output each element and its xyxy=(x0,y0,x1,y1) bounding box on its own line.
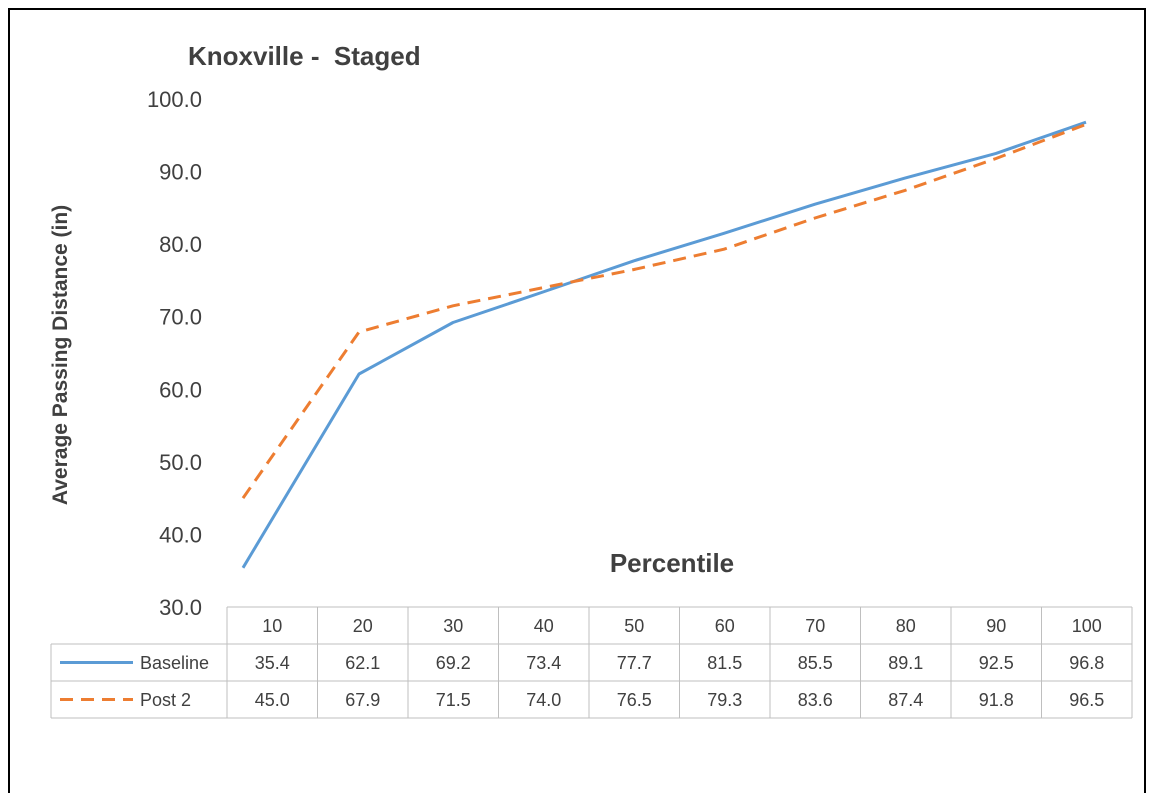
data-table-cell: 67.9 xyxy=(345,690,380,710)
data-table-cell: 92.5 xyxy=(979,653,1014,673)
plot-series xyxy=(241,120,1087,569)
data-table-cell: 87.4 xyxy=(888,690,923,710)
data-table-cell: 71.5 xyxy=(436,690,471,710)
data-table-category-label: 30 xyxy=(443,616,463,636)
data-table-cell: 96.8 xyxy=(1069,653,1104,673)
data-table-category-label: 90 xyxy=(986,616,1006,636)
data-table-row-label: Post 2 xyxy=(140,690,191,710)
y-tick-label: 30.0 xyxy=(159,595,202,620)
data-table-category-label: 40 xyxy=(534,616,554,636)
data-table-cell: 83.6 xyxy=(798,690,833,710)
y-tick-label: 40.0 xyxy=(159,522,202,547)
data-table-cell: 35.4 xyxy=(255,653,290,673)
series-line-baseline xyxy=(241,120,1087,569)
y-tick-label: 60.0 xyxy=(159,377,202,402)
data-table-category-label: 10 xyxy=(262,616,282,636)
data-table-cell: 73.4 xyxy=(526,653,561,673)
chart-frame xyxy=(8,8,1146,793)
data-table-cell: 69.2 xyxy=(436,653,471,673)
data-table-row-label: Baseline xyxy=(140,653,209,673)
data-table-cell: 76.5 xyxy=(617,690,652,710)
data-table-category-label: 50 xyxy=(624,616,644,636)
data-table-cell: 77.7 xyxy=(617,653,652,673)
data-table-cell: 96.5 xyxy=(1069,690,1104,710)
y-tick-label: 50.0 xyxy=(159,450,202,475)
y-tick-label: 100.0 xyxy=(147,87,202,112)
data-table-category-label: 70 xyxy=(805,616,825,636)
data-table-category-label: 100 xyxy=(1072,616,1102,636)
data-table-category-label: 80 xyxy=(896,616,916,636)
data-table-cell: 45.0 xyxy=(255,690,290,710)
x-axis-label: Percentile xyxy=(610,548,734,578)
y-tick-label: 80.0 xyxy=(159,232,202,257)
data-table-cell: 81.5 xyxy=(707,653,742,673)
data-table-category-label: 20 xyxy=(353,616,373,636)
data-table-cell: 85.5 xyxy=(798,653,833,673)
data-table-cell: 89.1 xyxy=(888,653,923,673)
data-table-cell: 74.0 xyxy=(526,690,561,710)
series-line-post-2 xyxy=(241,122,1087,499)
data-table-cell: 62.1 xyxy=(345,653,380,673)
data-table: 10 20 30 40 50 60 70 80 90 100 Baseline 35.4 62.1 69.… xyxy=(50,606,1133,719)
data-table-cell: 91.8 xyxy=(979,690,1014,710)
data-table-cell: 79.3 xyxy=(707,690,742,710)
y-axis-label: Average Passing Distance (in) xyxy=(49,205,72,505)
data-table-category-label: 60 xyxy=(715,616,735,636)
y-axis-ticks: 100.0 90.0 80.0 70.0 60.0 50.0 40.0 30.0 xyxy=(147,87,202,620)
y-tick-label: 90.0 xyxy=(159,160,202,185)
y-tick-label: 70.0 xyxy=(159,305,202,330)
chart-title: Knoxville - Staged xyxy=(188,41,421,71)
